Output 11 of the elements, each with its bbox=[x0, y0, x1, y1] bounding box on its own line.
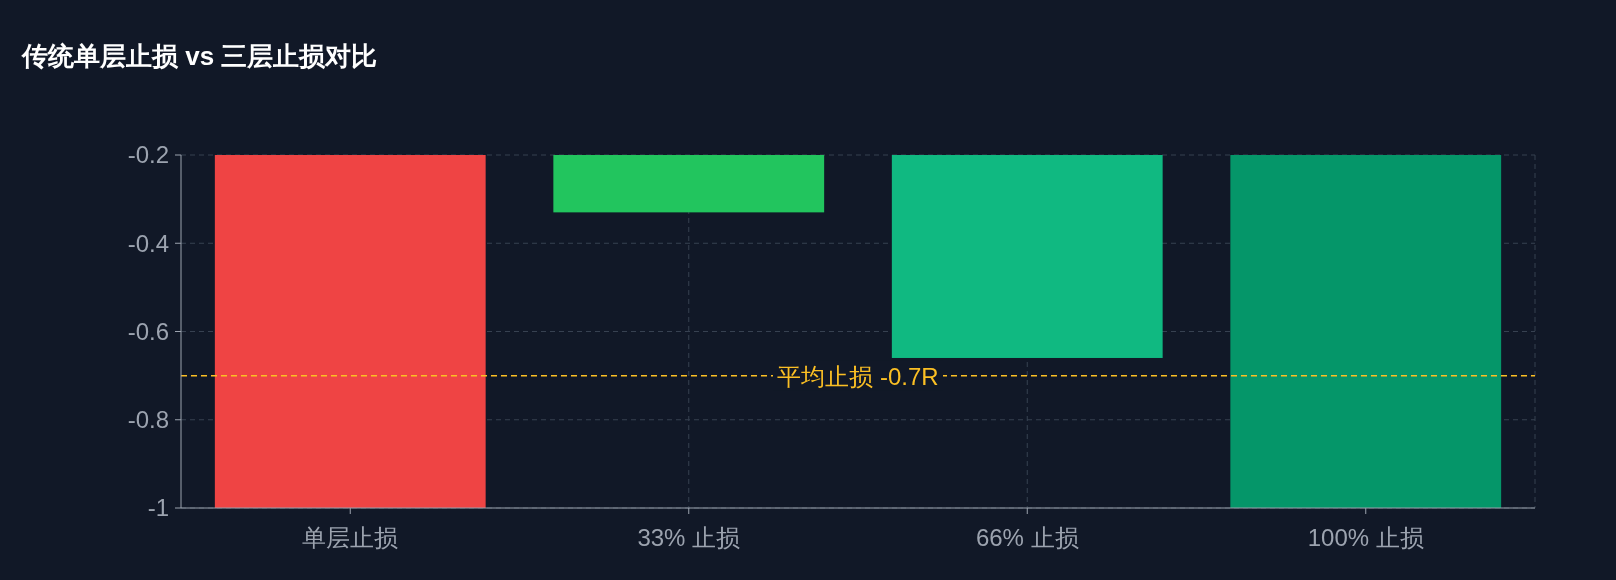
y-tick-label: -0.2 bbox=[127, 141, 169, 169]
y-tick-label: -0.4 bbox=[127, 229, 169, 257]
ref-line-label: 平均止损 -0.7R bbox=[777, 362, 939, 390]
x-tick-label: 66% 止损 bbox=[975, 524, 1079, 551]
y-tick-label: -0.6 bbox=[127, 317, 169, 345]
x-tick-label: 单层止损 bbox=[302, 524, 399, 551]
chart-title: 传统单层止损 vs 三层止损对比 bbox=[21, 41, 378, 71]
x-tick-label: 33% 止损 bbox=[637, 524, 741, 551]
y-tick-label: -0.8 bbox=[127, 406, 169, 434]
x-tick-label: 100% 止损 bbox=[1307, 524, 1424, 551]
y-tick-label: -1 bbox=[147, 494, 169, 522]
